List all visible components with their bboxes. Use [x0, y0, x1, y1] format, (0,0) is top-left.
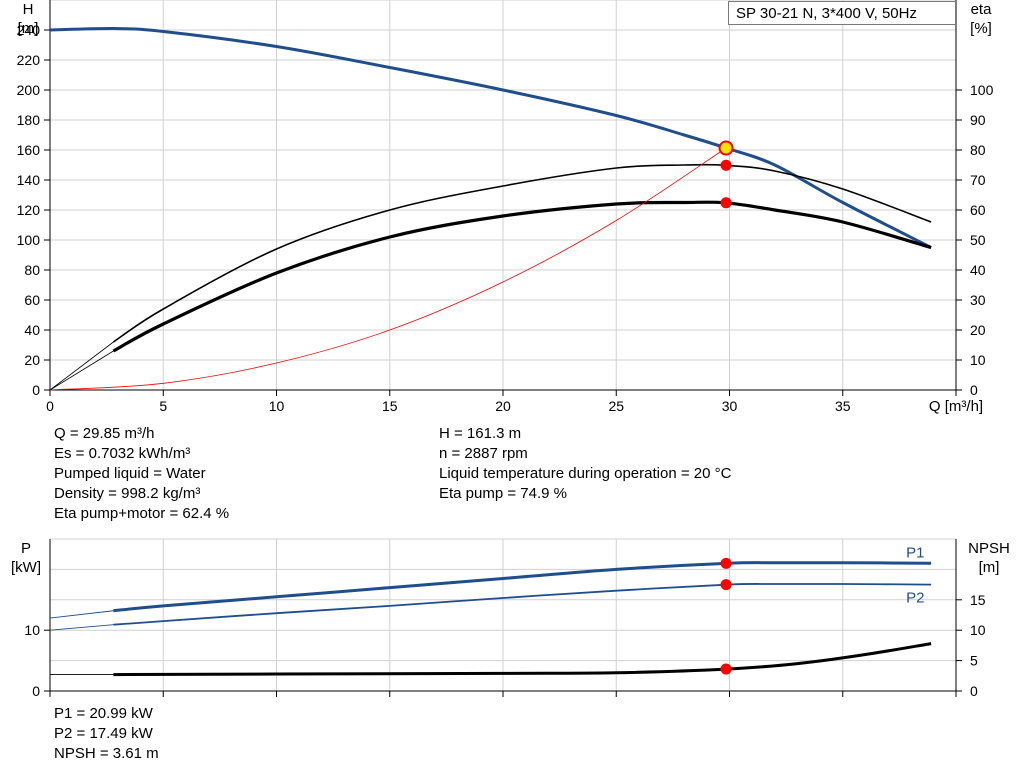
- y-left-tick-label: 160: [17, 142, 41, 158]
- y-left-axis-label-line-0: H: [23, 1, 34, 18]
- npsh-curve: [113, 642, 932, 677]
- info-eta-pump: Eta pump = 74.9 %: [439, 485, 567, 502]
- y-left-tick-label: 220: [17, 52, 41, 68]
- info-density: Density = 998.2 kg/m³: [54, 485, 201, 502]
- system-curve: [49, 147, 727, 391]
- info-p2: P2 = 17.49 kW: [54, 725, 153, 742]
- p2-series-label: P2: [906, 590, 924, 607]
- y-left-tick-label: 60: [24, 292, 40, 308]
- p-axis-label-line-0: P: [21, 540, 31, 557]
- x-tick-label: 10: [269, 398, 285, 414]
- eta-pump-marker: [720, 159, 732, 171]
- y-left-tick-label: 140: [17, 172, 41, 188]
- y-right-tick-label: 40: [970, 262, 986, 278]
- p1-curve: [113, 561, 932, 613]
- x-tick-label: 0: [46, 398, 54, 414]
- x-axis-label: Q [m³/h]: [929, 398, 983, 415]
- y-left-tick-label: 100: [17, 232, 41, 248]
- x-tick-label: 5: [159, 398, 167, 414]
- y-right-tick-label: 100: [970, 82, 994, 98]
- info-temperature: Liquid temperature during operation = 20…: [439, 465, 732, 482]
- y-left-tick-label: 80: [24, 262, 40, 278]
- info-flow: Q = 29.85 m³/h: [54, 425, 155, 442]
- p1-curve-leadin: [49, 610, 114, 619]
- info-speed: n = 2887 rpm: [439, 445, 528, 462]
- x-tick-label: 30: [722, 398, 738, 414]
- p-axis-label-line-1: [kW]: [11, 559, 41, 576]
- y-right-axis-label-line-1: [%]: [970, 20, 992, 37]
- info-eta-total: Eta pump+motor = 62.4 %: [54, 505, 230, 522]
- info-head: H = 161.3 m: [439, 425, 522, 442]
- eta-pump-leadin: [49, 341, 114, 391]
- x-tick-label: 20: [495, 398, 511, 414]
- npsh-tick-label: 10: [970, 622, 986, 638]
- p2-curve: [113, 583, 932, 626]
- npsh-tick-label: 15: [970, 592, 986, 608]
- y-right-tick-label: 0: [970, 382, 978, 398]
- eta-total-curve: [112, 200, 932, 353]
- eta-pump-curve: [112, 163, 932, 343]
- y-right-tick-label: 10: [970, 352, 986, 368]
- npsh-tick-label: 5: [970, 653, 978, 669]
- x-tick-label: 15: [382, 398, 398, 414]
- info-p1: P1 = 20.99 kW: [54, 705, 153, 722]
- y-right-axis-label-line-0: eta: [971, 1, 993, 18]
- y-left-tick-label: 20: [24, 352, 40, 368]
- y-right-tick-label: 90: [970, 112, 986, 128]
- info-liquid: Pumped liquid = Water: [54, 465, 206, 482]
- eta-total-marker: [720, 197, 732, 209]
- info-left-block: Q = 29.85 m³/h Es = 0.7032 kWh/m³ Pumped…: [54, 424, 229, 524]
- model-label: SP 30-21 N, 3*400 V, 50Hz: [736, 5, 917, 22]
- p2-marker: [720, 579, 732, 591]
- info-right-block: H = 161.3 m n = 2887 rpm Liquid temperat…: [439, 424, 731, 504]
- model-label-box: SP 30-21 N, 3*400 V, 50Hz: [728, 1, 956, 25]
- y-right-tick-label: 80: [970, 142, 986, 158]
- p-tick-label: 10: [24, 622, 40, 638]
- y-right-tick-label: 50: [970, 232, 986, 248]
- p1-marker: [720, 557, 732, 569]
- p2-curve-leadin: [49, 624, 114, 631]
- y-right-tick-label: 70: [970, 172, 986, 188]
- npsh-axis-label-line-0: NPSH: [968, 540, 1010, 557]
- npsh-marker: [720, 663, 732, 675]
- npsh-tick-label: 0: [970, 683, 978, 699]
- info-bottom-block: P1 = 20.99 kW P2 = 17.49 kW NPSH = 3.61 …: [54, 704, 159, 764]
- eta-total-leadin: [49, 350, 114, 391]
- y-left-tick-label: 240: [17, 22, 41, 38]
- y-left-axis-label-line-1: [m]: [18, 20, 39, 37]
- y-left-tick-label: 40: [24, 322, 40, 338]
- p1-series-label: P1: [906, 544, 924, 561]
- y-right-tick-label: 60: [970, 202, 986, 218]
- y-left-tick-label: 120: [17, 202, 41, 218]
- p-tick-label: 0: [32, 683, 40, 699]
- y-right-tick-label: 30: [970, 292, 986, 308]
- y-left-tick-label: 0: [32, 382, 40, 398]
- npsh-axis-label-line-1: [m]: [979, 559, 1000, 576]
- x-tick-label: 35: [835, 398, 851, 414]
- y-right-tick-label: 20: [970, 322, 986, 338]
- duty-point-marker: [718, 140, 734, 156]
- x-tick-label: 25: [608, 398, 624, 414]
- info-es: Es = 0.7032 kWh/m³: [54, 445, 191, 462]
- y-left-tick-label: 200: [17, 82, 41, 98]
- y-left-tick-label: 180: [17, 112, 41, 128]
- info-npsh: NPSH = 3.61 m: [54, 745, 159, 762]
- head-curve: [49, 26, 932, 249]
